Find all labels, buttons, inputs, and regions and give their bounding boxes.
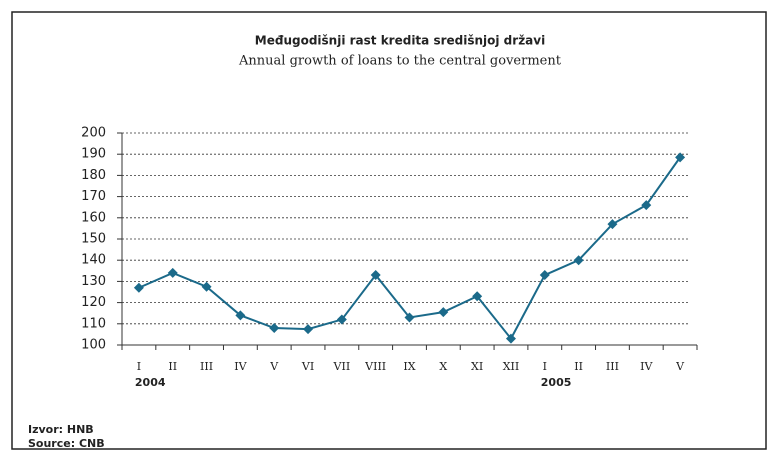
x-tick-label: II <box>168 360 177 373</box>
marker <box>539 270 550 281</box>
x-tick-label: IX <box>403 360 415 373</box>
x-tick-label: X <box>439 360 447 373</box>
source-note: Izvor: HNB <box>28 423 94 436</box>
chart-title: Međugodišnji rast kredita središnjoj drž… <box>255 34 545 48</box>
y-tick-label: 120 <box>81 295 106 310</box>
y-tick-label: 150 <box>81 232 106 247</box>
chart-subtitle: Annual growth of loans to the central go… <box>238 54 562 69</box>
marker <box>133 282 144 293</box>
y-tick-label: 170 <box>81 189 106 204</box>
marker <box>607 219 618 230</box>
year-label: 2005 <box>541 376 572 389</box>
y-tick-label: 100 <box>81 338 106 353</box>
x-tick-label: IV <box>234 360 247 373</box>
x-tick-label: VII <box>333 360 351 373</box>
frame <box>11 11 767 450</box>
x-tick-label: XII <box>503 360 520 373</box>
source-note: Source: CNB <box>28 437 105 450</box>
y-tick-label: 130 <box>81 274 106 289</box>
marker <box>573 255 584 266</box>
marker <box>336 314 347 325</box>
marker <box>235 310 246 321</box>
y-tick-label: 200 <box>81 126 106 141</box>
y-tick-label: 160 <box>81 210 106 225</box>
marker <box>269 323 280 334</box>
marker <box>505 333 516 344</box>
x-tick-label: II <box>574 360 583 373</box>
x-tick-label: IV <box>640 360 653 373</box>
marker <box>303 324 314 335</box>
year-label: 2004 <box>135 376 166 389</box>
marker <box>472 291 483 302</box>
marker <box>675 152 686 163</box>
line <box>138 156 681 341</box>
marker <box>404 312 415 323</box>
x-tick-label: VI <box>301 360 314 373</box>
x-tick-label: III <box>200 360 213 373</box>
marker <box>641 200 652 211</box>
marker <box>438 307 449 318</box>
x-tick-label: XI <box>471 360 483 373</box>
y-tick-label: 110 <box>81 316 106 331</box>
marker <box>201 281 212 292</box>
y-tick-label: 180 <box>81 168 106 183</box>
y-tick-label: 140 <box>81 253 106 268</box>
x-tick-label: I <box>137 360 141 373</box>
x-tick-label: III <box>606 360 619 373</box>
marker <box>370 270 381 281</box>
x-tick-label: V <box>675 360 685 373</box>
x-tick-label: V <box>269 360 279 373</box>
x-tick-label: VIII <box>364 360 386 373</box>
marker <box>167 267 178 278</box>
y-tick-label: 190 <box>81 147 106 162</box>
x-tick-label: I <box>543 360 547 373</box>
